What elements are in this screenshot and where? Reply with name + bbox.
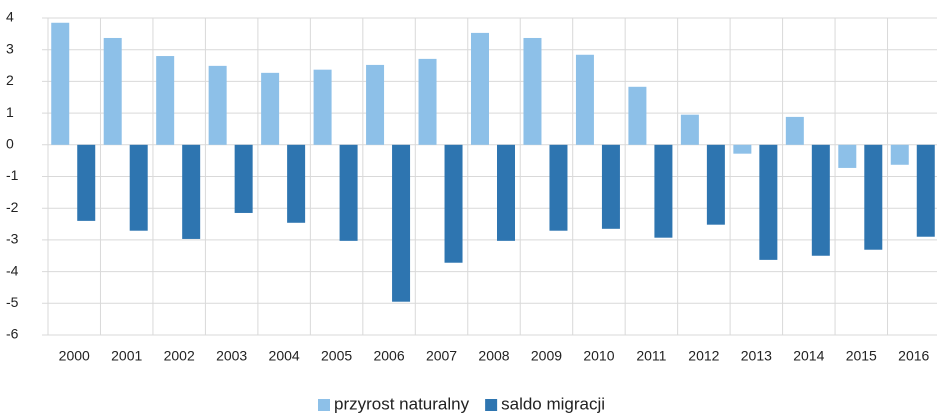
y-tick-label: 0 (6, 136, 14, 152)
bar (208, 65, 227, 145)
bar (444, 144, 463, 263)
bar (261, 72, 280, 145)
x-tick-label: 2002 (164, 348, 195, 364)
x-tick-label: 2013 (741, 348, 772, 364)
bar (680, 114, 699, 145)
bar (654, 144, 673, 238)
y-tick-label: 3 (6, 40, 14, 56)
x-tick-label: 2004 (269, 348, 300, 364)
bar (366, 64, 385, 145)
x-tick-label: 2000 (59, 348, 90, 364)
x-tick-label: 2006 (373, 348, 404, 364)
x-tick-label: 2012 (688, 348, 719, 364)
bar (129, 144, 148, 231)
bar (523, 37, 542, 145)
y-tick-label: -2 (6, 199, 19, 215)
bar (916, 144, 935, 237)
bar (156, 56, 175, 145)
bar (759, 144, 778, 260)
y-tick-label: -5 (6, 294, 19, 310)
bar (418, 58, 437, 145)
bar (864, 144, 883, 250)
legend-label: przyrost naturalny (334, 394, 470, 413)
x-tick-label: 2011 (636, 348, 666, 364)
x-tick-label: 2015 (846, 348, 877, 364)
bar (339, 144, 358, 241)
y-tick-label: 4 (6, 9, 14, 25)
bar (890, 144, 909, 165)
x-tick-label: 2016 (898, 348, 929, 364)
bar (575, 54, 594, 145)
bar (549, 144, 568, 231)
x-tick-label: 2008 (478, 348, 509, 364)
bar (51, 22, 70, 145)
x-tick-label: 2007 (426, 348, 457, 364)
bar (838, 144, 857, 168)
bar (628, 86, 647, 145)
x-tick-label: 2003 (216, 348, 247, 364)
bar (77, 144, 96, 221)
x-tick-label: 2010 (583, 348, 614, 364)
bar (811, 144, 830, 256)
bar (313, 69, 332, 145)
x-tick-label: 2005 (321, 348, 352, 364)
legend-label: saldo migracji (501, 394, 605, 413)
bar (733, 144, 752, 154)
y-tick-label: -3 (6, 231, 19, 247)
legend-swatch (485, 399, 498, 411)
y-tick-label: -6 (6, 326, 19, 342)
bar (392, 144, 411, 302)
bar (601, 144, 620, 229)
y-tick-label: 1 (6, 104, 14, 120)
bar (706, 144, 725, 225)
legend-swatch (318, 399, 330, 411)
y-tick-label: 2 (6, 72, 14, 88)
x-tick-label: 2001 (111, 348, 142, 364)
bar (497, 144, 515, 241)
bar (182, 144, 201, 239)
bar (287, 144, 306, 223)
y-tick-label: -4 (6, 262, 19, 278)
x-tick-label: 2014 (793, 348, 824, 364)
bar (471, 32, 489, 145)
bar (785, 116, 804, 145)
x-tick-label: 2009 (531, 348, 562, 364)
bar (103, 37, 122, 145)
y-tick-label: -1 (6, 167, 19, 183)
bar (234, 144, 253, 213)
